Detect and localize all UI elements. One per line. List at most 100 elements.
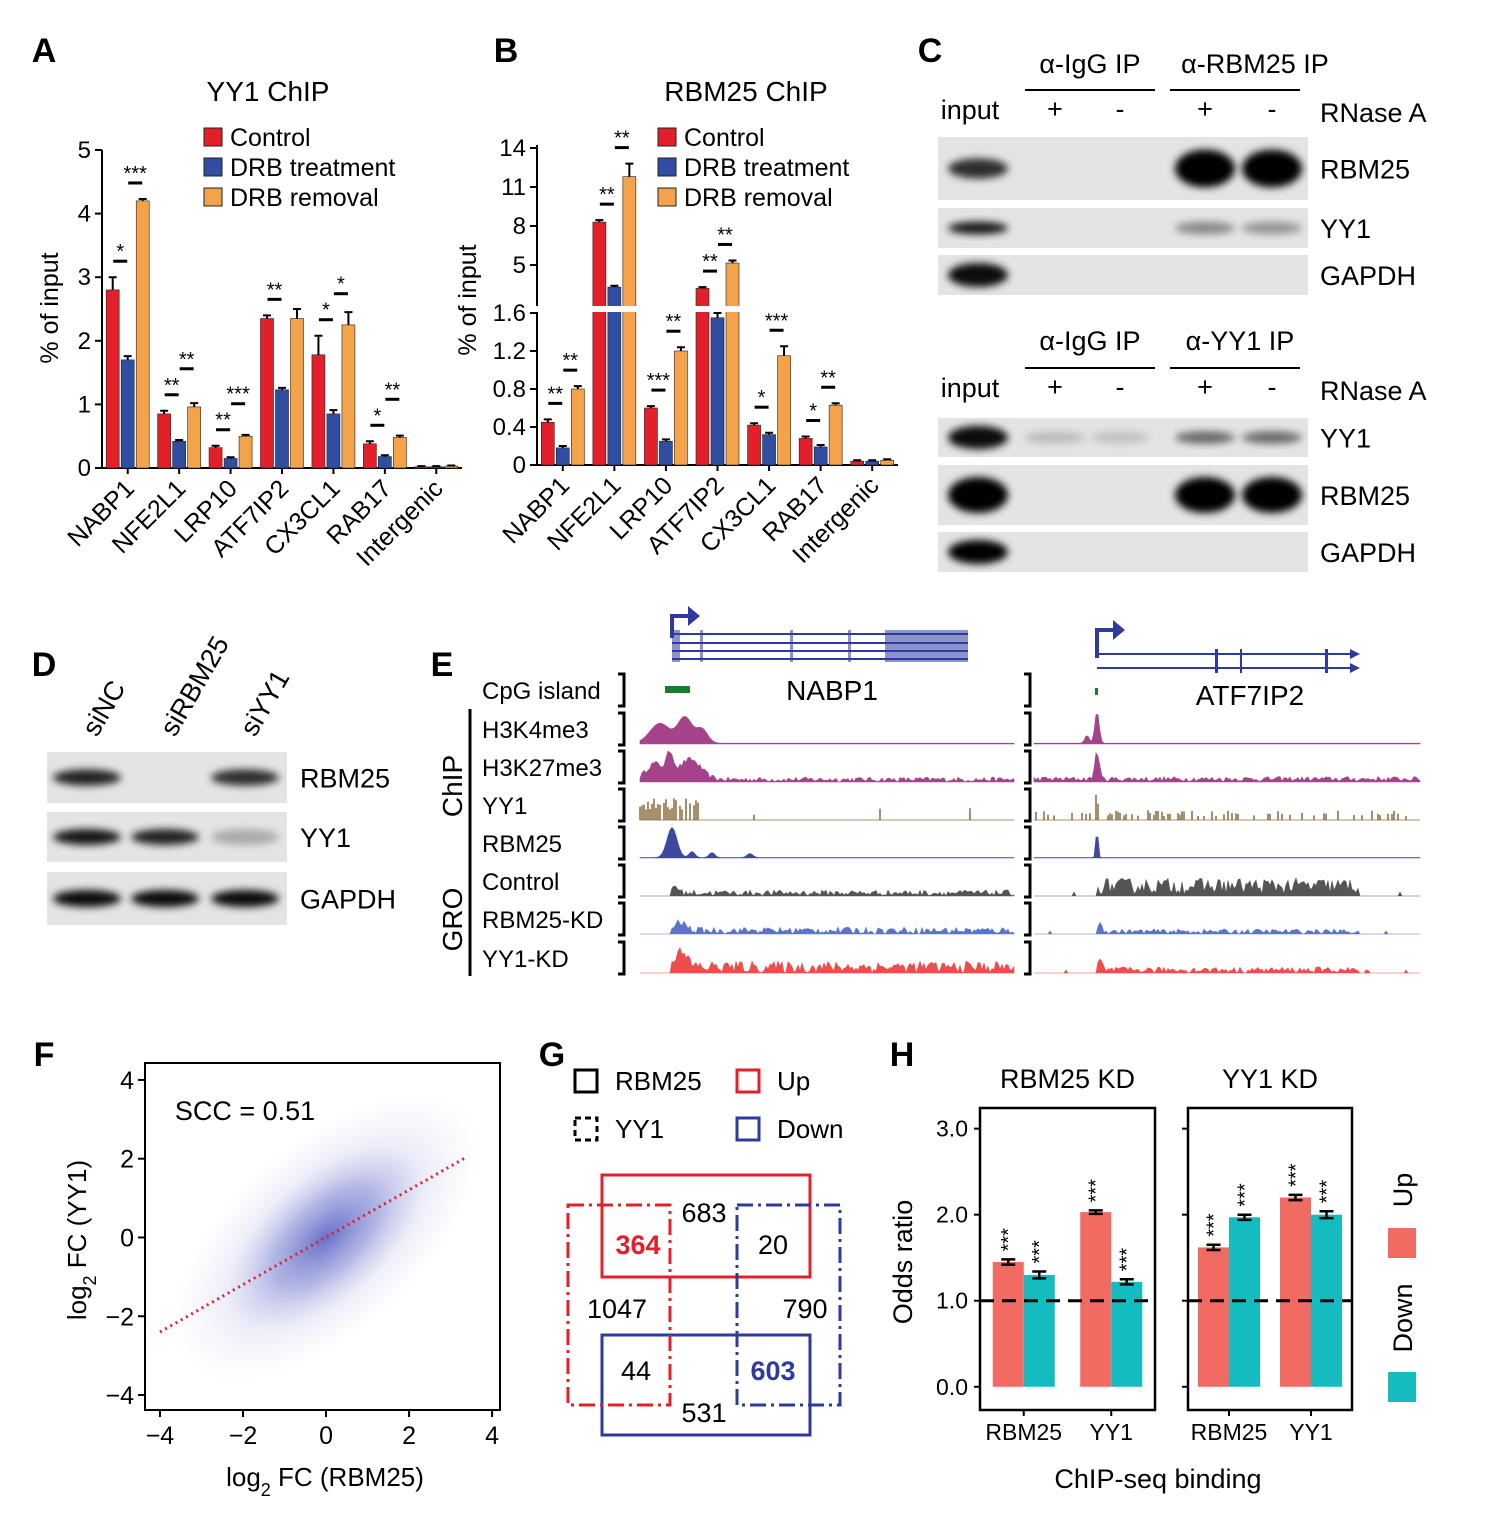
bar <box>828 404 843 466</box>
signal-track <box>1034 921 1420 935</box>
legend-swatch <box>203 157 223 177</box>
treatment-label: - <box>1116 94 1125 124</box>
count-label: 364 <box>615 1230 660 1260</box>
significance-label: *** <box>1235 1183 1257 1207</box>
significance-label: ** <box>666 311 682 333</box>
count-label: 603 <box>750 1356 795 1386</box>
blot-row-label: RBM25 <box>300 764 390 794</box>
y-tick-label: 1.6 <box>493 300 526 327</box>
signal-track <box>1033 836 1421 859</box>
blot-band <box>211 890 279 907</box>
y-tick-label: 1.2 <box>493 338 526 365</box>
x-tick-label: 0 <box>319 1422 333 1450</box>
treatment-label: + <box>1047 372 1063 402</box>
signal-track <box>1035 794 1407 820</box>
blot-band <box>1090 431 1150 444</box>
y-axis-label-part: 2 <box>80 1275 100 1285</box>
bar <box>1111 1281 1143 1387</box>
blot-band <box>948 263 1008 287</box>
error-bar <box>1288 1193 1303 1202</box>
error-bar <box>175 439 184 442</box>
set-outline <box>566 1203 672 1407</box>
bar <box>1198 1247 1229 1387</box>
panel-label: A <box>32 32 57 70</box>
blot-row-label: GAPDH <box>1320 261 1416 291</box>
blot-band <box>211 829 279 845</box>
significance-label: ** <box>164 375 180 397</box>
significance-label: *** <box>765 310 789 332</box>
facet-title: YY1 KD <box>1222 1064 1318 1094</box>
legend-label: Up <box>1388 1173 1418 1208</box>
signal-track <box>640 885 1015 897</box>
x-tick-label: RBM25 <box>1191 1419 1268 1445</box>
y-axis-label: log2 FC (YY1) <box>62 1160 100 1320</box>
y-tick-label: 2 <box>78 328 91 355</box>
density-cloud <box>228 1145 424 1330</box>
y-axis-label-part: log <box>62 1285 92 1320</box>
tss-arrowhead <box>688 606 700 626</box>
blot-band <box>1175 149 1235 188</box>
track-bracket <box>618 901 626 937</box>
x-axis-label-part: FC (RBM25) <box>271 1462 424 1492</box>
error-bar <box>417 465 426 468</box>
panel-label: E <box>431 646 454 684</box>
exon <box>1240 649 1242 673</box>
bar <box>223 458 238 469</box>
legend-label: Control <box>684 124 765 152</box>
bar <box>659 440 673 466</box>
y-tick-label: 0.8 <box>493 376 526 403</box>
significance-label: ** <box>267 279 283 301</box>
bar <box>570 388 585 466</box>
cpg-island <box>1095 688 1098 695</box>
x-tick-label: −4 <box>146 1422 175 1450</box>
bar <box>363 443 377 469</box>
significance-label: ** <box>614 128 630 150</box>
legend-swatch <box>203 127 223 147</box>
y-axis-label: % of input <box>36 252 64 363</box>
track-bracket <box>1024 787 1032 823</box>
track-label: RBM25 <box>482 831 562 858</box>
legend-label: Down <box>777 1114 843 1144</box>
blot-band <box>1175 477 1235 513</box>
blot-band <box>131 829 199 845</box>
error-bar <box>432 465 441 468</box>
treatment-label: + <box>1197 94 1213 124</box>
significance-label: ** <box>717 224 733 246</box>
error-bar <box>314 334 323 355</box>
blot-header: α-YY1 IP <box>1186 326 1295 356</box>
track-label: H3K27me3 <box>482 755 602 782</box>
legend-label: DRB removal <box>230 184 379 212</box>
error-bar <box>816 444 825 447</box>
error-bar <box>293 308 301 319</box>
signal-track <box>640 919 1015 935</box>
error-bar <box>831 402 840 406</box>
tss-arrow <box>1095 628 1115 658</box>
y-tick-label: 3.0 <box>936 1116 968 1142</box>
error-bar <box>190 402 199 407</box>
error-bar <box>1119 1277 1134 1286</box>
track-label: H3K4me3 <box>482 717 589 744</box>
y-tick-label: 5 <box>513 252 526 279</box>
legend-swatch <box>735 1116 761 1142</box>
y-tick-label: 2.0 <box>936 1202 968 1228</box>
error-bar <box>558 445 567 448</box>
blot-band <box>1025 431 1085 444</box>
error-bar <box>1001 1258 1016 1266</box>
track-bracket <box>618 672 626 708</box>
error-bar <box>780 345 789 356</box>
facet-frame <box>978 1106 1157 1412</box>
bar <box>798 438 813 466</box>
y-tick-label: 4 <box>78 201 91 228</box>
chart-title: YY1 ChIP <box>207 76 330 107</box>
y-tick-label: 3 <box>78 264 91 291</box>
blot-band <box>1242 149 1302 188</box>
legend-label: RBM25 <box>615 1066 702 1096</box>
blot-band <box>1242 221 1302 235</box>
error-bar <box>853 459 862 462</box>
error-bar <box>595 219 604 223</box>
gene-label: NABP1 <box>786 675 878 706</box>
bar <box>674 350 688 466</box>
significance-label: * <box>758 387 766 409</box>
significance-label: ** <box>547 383 563 405</box>
